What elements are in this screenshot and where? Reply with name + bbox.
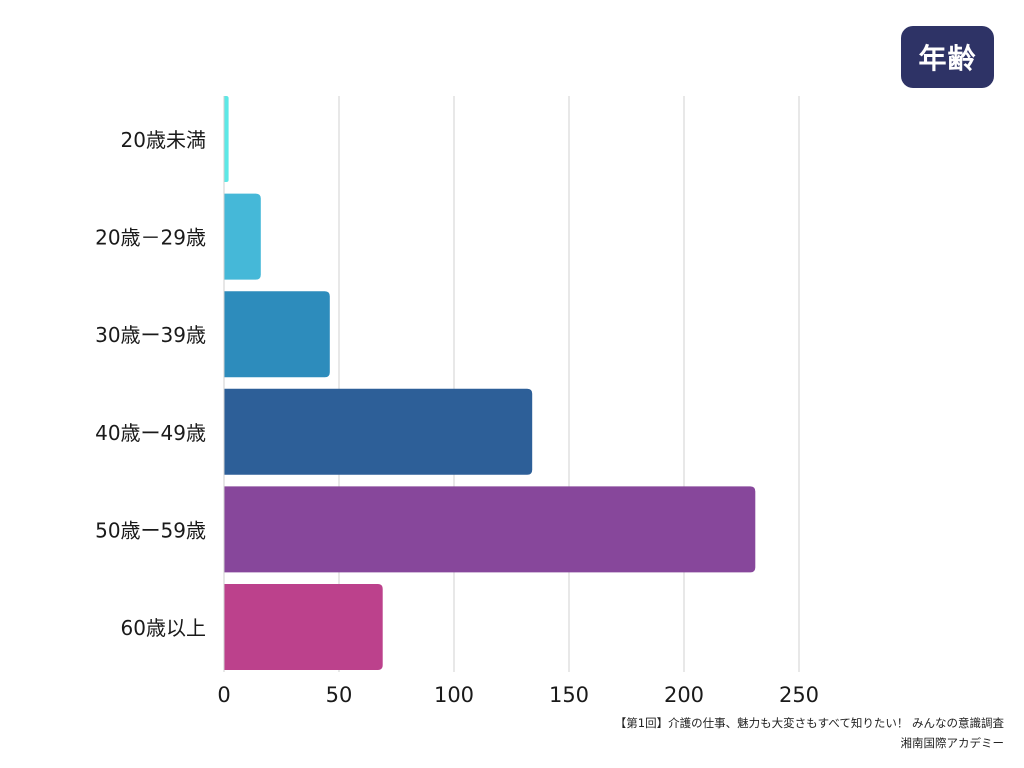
category-label-6: 60歳以上	[121, 616, 206, 640]
age-badge-label: 年齢	[918, 42, 977, 75]
category-label-4: 40歳ー49歳	[95, 421, 206, 445]
x-tick-label-250: 250	[779, 683, 819, 707]
x-tick-label-200: 200	[664, 683, 704, 707]
category-label-5: 50歳ー59歳	[95, 518, 206, 542]
x-tick-labels: 0 50 100 150 200 250	[217, 683, 819, 707]
grid-lines	[338, 96, 800, 672]
category-label-1: 20歳未満	[121, 128, 206, 152]
age-badge: 年齢	[901, 26, 994, 88]
source-title: 【第1回】介護の仕事、魅力も大変さもすべて知りたい！ みんなの意識調査	[614, 716, 1004, 730]
bar-1	[224, 96, 229, 182]
bar-4	[224, 388, 533, 475]
x-tick-label-150: 150	[549, 683, 589, 707]
category-labels: 20歳未満 20歳－29歳 30歳ー39歳 40歳ー49歳 50歳ー59歳 60歳以上	[95, 128, 206, 640]
bar-3	[224, 291, 330, 378]
source-organization: 湘南国際アカデミー	[900, 736, 1005, 750]
bar-6	[224, 584, 383, 670]
x-tick-label-0: 0	[217, 683, 230, 707]
x-tick-label-50: 50	[326, 683, 353, 707]
bars	[224, 96, 756, 670]
category-label-2: 20歳－29歳	[95, 226, 206, 250]
x-tick-label-100: 100	[434, 683, 474, 707]
bar-2	[224, 193, 261, 280]
bar-5	[224, 486, 756, 573]
category-label-3: 30歳ー39歳	[95, 323, 206, 347]
